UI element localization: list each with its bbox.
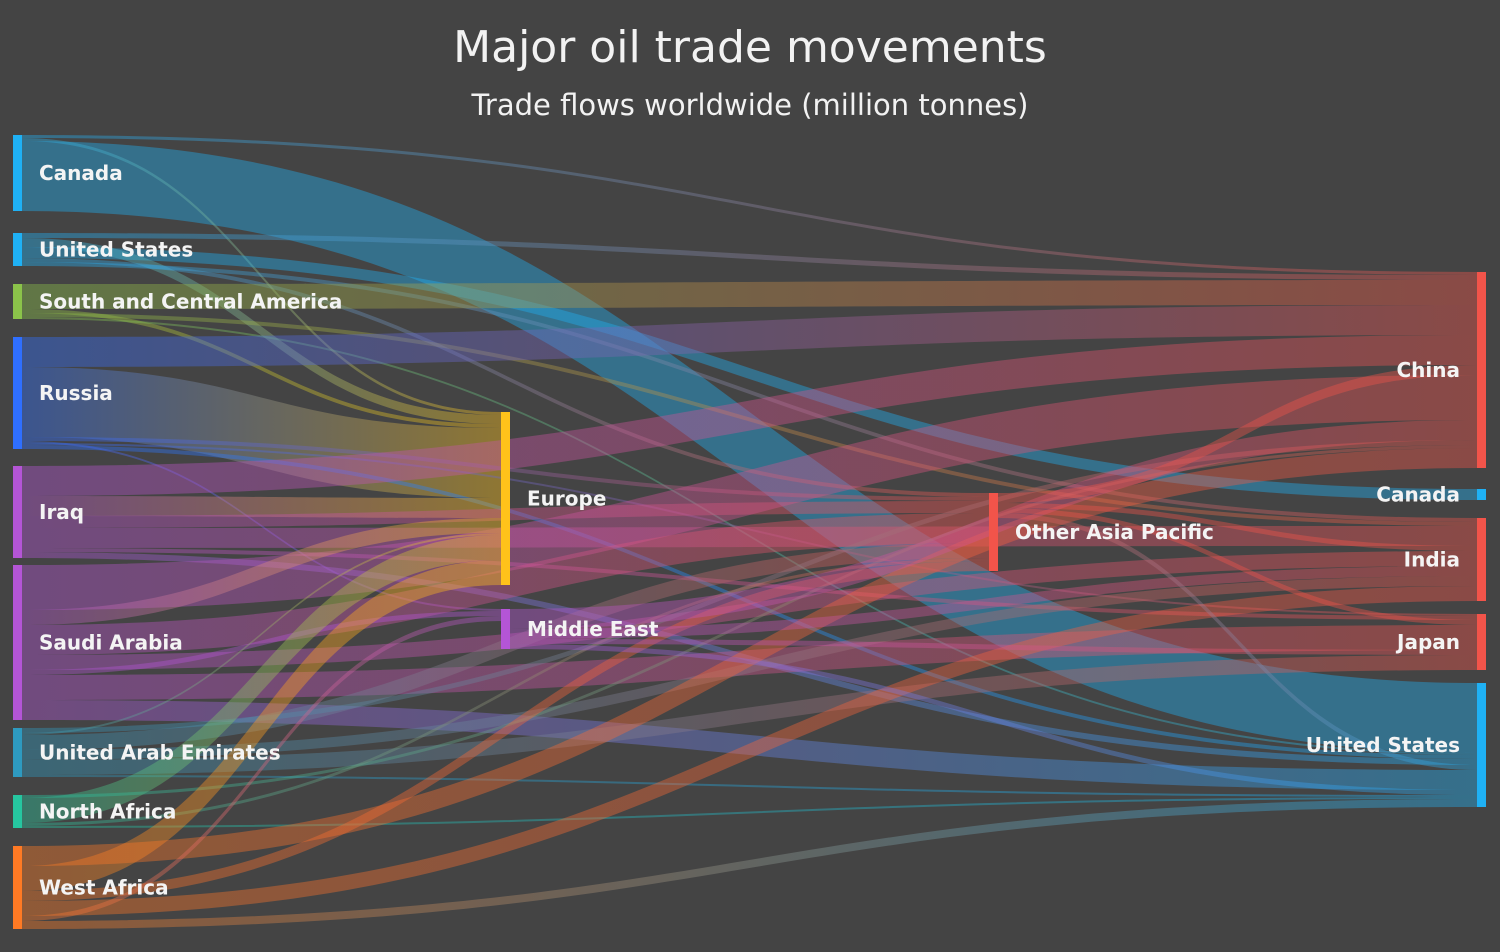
flow-link: [22, 586, 1477, 916]
node-label: India: [1404, 548, 1460, 572]
node-label: China: [1396, 358, 1460, 382]
flow-link: [22, 616, 501, 921]
flow-link: [22, 305, 1477, 367]
node-bar: [13, 284, 22, 319]
node-label: West Africa: [39, 876, 169, 900]
flow-link: [510, 639, 1477, 655]
flow-link: [22, 799, 1477, 929]
node-bar: [13, 795, 22, 828]
flow-link: [22, 335, 1477, 496]
node-bar: [989, 493, 998, 571]
node-bar: [1477, 518, 1486, 601]
flow-link: [998, 503, 1477, 551]
node-label: Iraq: [39, 500, 84, 524]
node-label: Japan: [1395, 630, 1460, 654]
node-label: North Africa: [39, 800, 176, 824]
flow-link: [22, 445, 1477, 798]
node-bar: [13, 466, 22, 558]
flow-link: [22, 518, 501, 625]
node-label: Canada: [1376, 483, 1460, 507]
node-bar: [13, 337, 22, 449]
flow-link: [22, 233, 1477, 280]
node-label: Canada: [39, 161, 123, 185]
flow-link: [998, 513, 1477, 770]
flow-link: [22, 797, 1477, 828]
flow-link: [510, 644, 1477, 795]
flow-link: [22, 258, 989, 497]
flow-link: [22, 655, 1477, 775]
node-label: United States: [39, 238, 193, 262]
flow-link: [998, 365, 1477, 503]
node-label: Saudi Arabia: [39, 631, 183, 655]
node-bar: [1477, 614, 1486, 670]
node-bar: [501, 609, 510, 649]
node-bar: [13, 135, 22, 211]
node-bar: [1477, 272, 1486, 468]
node-bar: [13, 233, 22, 266]
flow-link: [22, 533, 501, 735]
flow-link: [22, 238, 501, 424]
flow-link: [22, 535, 501, 823]
node-label: Middle East: [527, 617, 659, 641]
flow-link: [22, 247, 1477, 500]
flow-link: [22, 262, 1477, 522]
flow-link: [22, 448, 1477, 866]
flow-link: [22, 551, 1477, 670]
node-bar: [13, 565, 22, 720]
flow-link: [22, 135, 1477, 275]
flow-link: [22, 309, 501, 428]
chart-title: Major oil trade movements: [453, 22, 1047, 73]
node-label: Russia: [39, 381, 113, 405]
node-bar: [13, 728, 22, 777]
chart-subtitle: Trade flows worldwide (million tonnes): [471, 88, 1029, 122]
node-label: United Arab Emirates: [39, 741, 281, 765]
flow-link: [22, 280, 1477, 309]
node-label: South and Central America: [39, 290, 342, 314]
node-label: Other Asia Pacific: [1015, 520, 1214, 544]
flow-link: [22, 561, 989, 901]
node-label: Europe: [527, 487, 606, 511]
node-bar: [13, 846, 22, 929]
node-bar: [1477, 683, 1486, 807]
flow-link: [998, 508, 1477, 625]
node-bar: [501, 412, 510, 585]
flow-link: [510, 566, 1477, 639]
node-label: United States: [1306, 733, 1460, 757]
flow-link: [22, 775, 1477, 797]
flow-link: [22, 576, 1477, 760]
flow-link: [22, 560, 501, 891]
flow-link: [22, 141, 1477, 753]
flow-link: [22, 611, 501, 675]
flow-link: [22, 558, 989, 826]
node-bar: [1477, 489, 1486, 500]
flow-link: [22, 375, 1477, 610]
